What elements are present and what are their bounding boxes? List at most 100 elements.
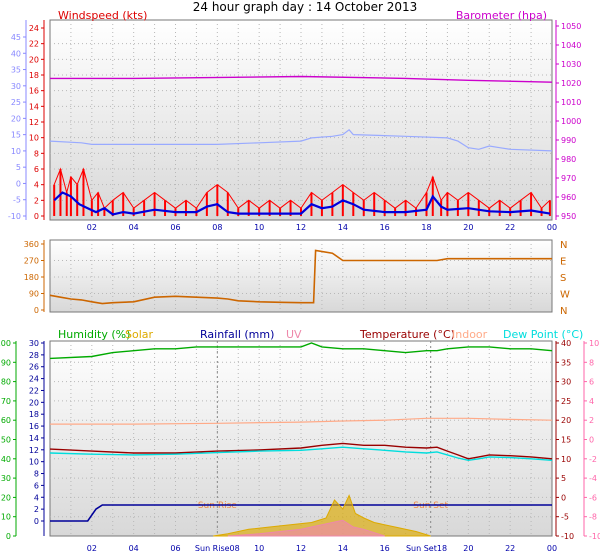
compass-label: S [560,273,566,284]
rainfall-axis-tick-label: 12 [29,446,39,455]
uv-axis-tick-label: 8 [589,358,594,367]
temperature-axis-tick-label: 15 [561,436,571,445]
compass-label: N [560,240,567,251]
humidity-axis-tick-label: 60 [1,416,11,425]
outer-left-axis-tick-label: 5 [16,163,21,172]
windspeed-axis-tick-label: 10 [29,134,39,143]
outer-left-axis-tick-label: 0 [16,179,21,188]
temperature-axis-tick-label: 10 [561,455,571,464]
humidity-axis-tick-label: 70 [1,397,11,406]
windspeed-axis-tick-label: 14 [29,102,39,111]
legend-label: Indoor [452,328,488,341]
x-tick-label: 02 [87,223,97,232]
temperature-line [49,442,553,460]
temperature-panel: 0102030405060708090100024681012141618202… [0,328,600,553]
x-tick-label: 20 [463,223,473,232]
temperature-axis-tick-label: -10 [561,532,574,541]
rainfall-axis-tick-label: 14 [29,434,39,443]
rainfall-axis-tick-label: 16 [29,422,39,431]
x-tick-label: 10 [254,223,264,232]
indoor-line [50,417,553,425]
x-tick-label: 20 [463,544,473,553]
direction-axis-tick-label: 360 [24,240,39,249]
x-tick-label: 06 [170,544,180,553]
humidity-axis-tick-label: 40 [1,455,11,464]
outer-left-axis-tick-label: 20 [11,114,21,123]
avg-wind-line [53,191,551,216]
compass-label: N [560,306,567,317]
uv-axis-tick-label: 10 [589,339,599,348]
rainfall-axis-tick-label: 18 [29,410,39,419]
uv-axis-tick-label: -8 [589,513,597,522]
legend-label: UV [286,328,302,341]
rainfall-axis-tick-label: 8 [34,470,39,479]
legend-label: Rainfall (mm) [200,328,274,341]
x-tick-label: Sun Set18 [406,544,447,553]
compass-label: E [560,257,566,268]
barometer-axis-tick-label: 1020 [561,79,581,88]
x-tick-label: 04 [129,223,139,232]
temperature-axis-tick-label: -5 [561,513,569,522]
x-tick-label: Sun Rise08 [195,544,240,553]
compass-label: W [560,290,570,301]
barometer-axis-tick-label: 970 [561,174,576,183]
rainfall-line [50,504,552,522]
temperature-axis-tick-label: 30 [561,378,571,387]
x-tick-label: 10 [254,544,264,553]
outer-left-axis-tick-label: 45 [11,33,21,42]
humidity-axis-tick-label: 0 [6,532,11,541]
rainfall-axis-tick-label: 26 [29,363,39,372]
windspeed-axis-tick-label: 20 [29,55,39,64]
rainfall-axis-tick-label: 20 [29,398,39,407]
legend-label: Humidity (%) [58,328,130,341]
humidity-axis-tick-label: 10 [1,513,11,522]
direction-axis-tick-label: 0 [34,306,39,315]
outer-left-axis-tick-label: 35 [11,66,21,75]
direction-axis-tick-label: 90 [29,290,39,299]
windspeed-axis-tick-label: 4 [34,181,39,190]
windspeed-axis-tick-label: 2 [34,196,39,205]
x-tick-label: 16 [380,223,390,232]
rainfall-axis-tick-label: 2 [34,505,39,514]
rainfall-axis-tick-label: 0 [34,517,39,526]
humidity-axis-tick-label: 80 [1,378,11,387]
windspeed-axis-tick-label: 24 [29,24,39,33]
temperature-axis-tick-label: 0 [561,493,566,502]
barometer-axis-tick-label: 990 [561,136,576,145]
temperature-axis-tick-label: 35 [561,358,571,367]
direction-axis-tick-label: 180 [24,273,39,282]
uv-axis-tick-label: 4 [589,397,594,406]
humidity-line [49,342,553,360]
outer-left-axis-tick-label: 10 [11,147,21,156]
uv-area [227,519,385,537]
temperature-axis-tick-label: 5 [561,474,566,483]
outer-left-axis-tick-label: 25 [11,98,21,107]
x-tick-label: 00 [547,544,557,553]
barometer-axis-tick-label: 1040 [561,41,581,50]
windspeed-axis-label: Windspeed (kts) [58,9,147,22]
uv-axis-tick-label: -6 [589,493,597,502]
outer-left-axis-tick-label: 15 [11,131,21,140]
barometer-line [50,75,553,83]
x-tick-label: 18 [421,223,431,232]
windspeed-axis-tick-label: 8 [34,149,39,158]
rainfall-axis-tick-label: 4 [34,493,39,502]
x-tick-label: 08 [212,223,222,232]
x-tick-label: 14 [338,544,348,553]
outer-left-axis-tick-label: 40 [11,49,21,58]
uv-axis-tick-label: -2 [589,455,597,464]
rainfall-axis-tick-label: 22 [29,386,39,395]
barometer-axis-tick-label: 950 [561,212,576,221]
direction-axis-tick-label: 270 [24,257,39,266]
humidity-axis-tick-label: 30 [1,474,11,483]
barometer-axis-tick-label: 1000 [561,117,581,126]
barometer-axis-label: Barometer (hpa) [456,9,547,22]
sun-marker-label: Sun Rise [198,501,237,511]
barometer-axis-tick-label: 960 [561,193,576,202]
direction-line [49,249,552,305]
legend-label: Dew Point (°C) [503,328,583,341]
x-tick-label: 22 [505,544,515,553]
x-tick-label: 14 [338,223,348,232]
